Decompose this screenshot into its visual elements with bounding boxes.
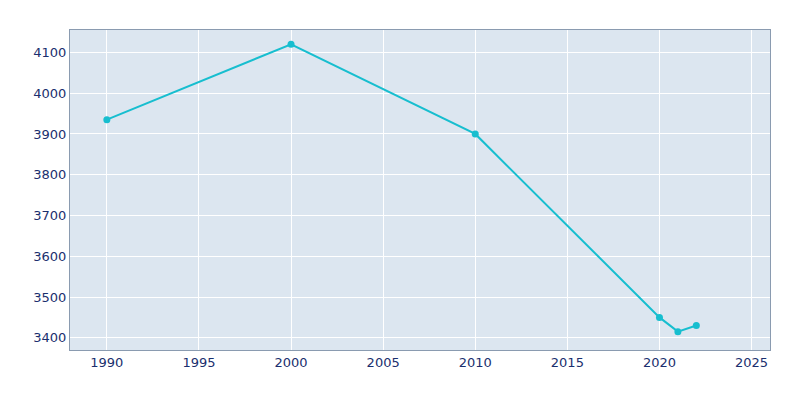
svg-text:2025: 2025 xyxy=(735,355,768,370)
svg-text:3600: 3600 xyxy=(33,249,66,264)
svg-text:2000: 2000 xyxy=(275,355,308,370)
svg-text:2005: 2005 xyxy=(367,355,400,370)
svg-text:2015: 2015 xyxy=(551,355,584,370)
svg-text:3400: 3400 xyxy=(33,330,66,345)
svg-text:1995: 1995 xyxy=(182,355,215,370)
svg-text:3500: 3500 xyxy=(33,290,66,305)
svg-text:3900: 3900 xyxy=(33,127,66,142)
svg-text:3800: 3800 xyxy=(33,167,66,182)
svg-text:4100: 4100 xyxy=(33,45,66,60)
svg-text:2020: 2020 xyxy=(643,355,676,370)
svg-text:2010: 2010 xyxy=(459,355,492,370)
svg-text:3700: 3700 xyxy=(33,208,66,223)
svg-text:4000: 4000 xyxy=(33,86,66,101)
svg-text:1990: 1990 xyxy=(90,355,123,370)
